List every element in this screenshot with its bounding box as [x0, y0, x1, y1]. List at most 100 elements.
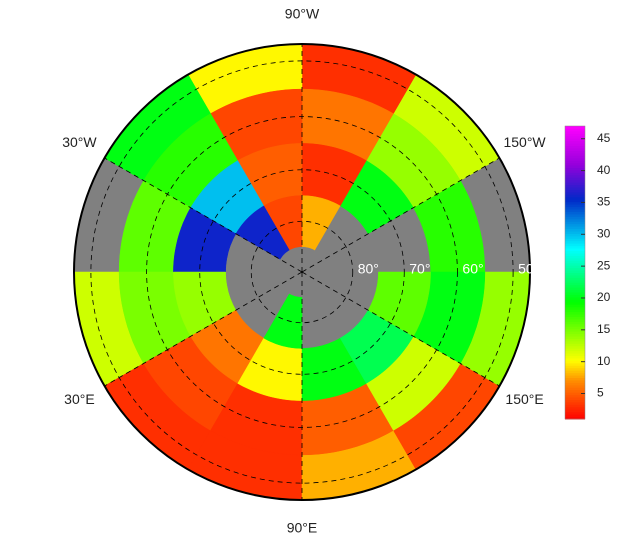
parallel-line — [250, 220, 354, 324]
colorbar-step — [565, 292, 585, 295]
colorbar-step — [565, 409, 585, 413]
colorbar-step — [565, 394, 585, 398]
colorbar-step — [565, 277, 585, 281]
parallel-label: 50° — [518, 261, 539, 277]
field-cell — [367, 271, 431, 337]
colorbar-step — [565, 367, 585, 371]
colorbar-step — [565, 177, 585, 181]
colorbar-step — [565, 187, 585, 190]
field-cell — [235, 205, 290, 260]
colorbar-step — [565, 272, 585, 276]
colorbar-step — [565, 411, 585, 415]
meridian-label: 90°W — [285, 6, 320, 22]
colorbar-step — [565, 362, 585, 366]
colorbar-step — [565, 284, 585, 288]
field-cell — [263, 293, 303, 349]
colorbar-step — [565, 211, 585, 215]
colorbar-step — [565, 384, 585, 388]
colorbar-step — [565, 267, 585, 271]
colorbar-step — [565, 323, 585, 327]
colorbar-step — [565, 165, 585, 169]
colorbar-step — [565, 314, 585, 317]
colorbar-step — [565, 147, 585, 151]
colorbar-step — [565, 326, 585, 330]
colorbar-step — [565, 172, 585, 176]
colorbar-step — [565, 130, 585, 134]
colorbar-step — [565, 301, 585, 305]
colorbar-step — [565, 375, 585, 378]
colorbar-step — [565, 282, 585, 286]
colorbar-step — [565, 235, 585, 239]
colorbar-step — [565, 135, 585, 139]
colorbar-step — [565, 372, 585, 376]
colorbar-step — [565, 392, 585, 396]
colorbar-step — [565, 233, 585, 237]
colorbar-step — [565, 218, 585, 222]
colorbar-step — [565, 145, 585, 149]
meridian-label: 90°E — [287, 520, 318, 536]
colorbar-step — [565, 382, 585, 386]
colorbar-step — [565, 294, 585, 298]
labels: 80° 70° 60° 50° 90°W 30°W 150°W 30°E 150°E 90°E — [62, 6, 546, 536]
colorbar-frame — [564, 125, 586, 420]
meridian-label: 30°W — [62, 134, 97, 150]
map-border — [73, 43, 531, 501]
colorbar-step — [565, 162, 585, 166]
colorbar-step — [565, 406, 585, 410]
colorbar-step — [565, 311, 585, 315]
colorbar-step — [565, 389, 585, 393]
parallel-label: 70° — [409, 261, 430, 277]
colorbar-step — [565, 128, 585, 132]
colorbar-step — [565, 328, 585, 332]
colorbar-tick-label: 30 — [597, 226, 611, 240]
colorbar-step — [565, 209, 585, 212]
colorbar-step — [565, 230, 585, 234]
colorbar-step — [565, 397, 585, 400]
colorbar-tick-label: 15 — [597, 322, 611, 336]
colorbar-step — [565, 340, 585, 344]
colorbar-step — [565, 279, 585, 283]
colorbar-step — [565, 245, 585, 249]
colorbar-step — [565, 399, 585, 403]
colorbar-step — [565, 150, 585, 154]
colorbar-step — [565, 226, 585, 230]
colorbar-tick-label: 20 — [597, 290, 611, 304]
colorbar-step — [565, 335, 585, 339]
colorbar-step — [565, 223, 585, 227]
colorbar-tick-label: 10 — [597, 354, 611, 368]
colorbar-step — [565, 252, 585, 256]
colorbar-step — [565, 296, 585, 300]
colorbar-step — [565, 152, 585, 156]
colorbar-step — [565, 184, 585, 188]
meridian-label: 30°E — [64, 391, 95, 407]
colorbar-tick-label: 25 — [597, 258, 611, 272]
parallel-label: 80° — [358, 261, 379, 277]
colorbar-step — [565, 204, 585, 208]
colorbar-step — [565, 248, 585, 252]
colorbar-step — [565, 333, 585, 337]
colorbar-step — [565, 348, 585, 352]
colorbar-step — [565, 289, 585, 293]
colorbar-step — [565, 250, 585, 254]
graticule — [90, 44, 514, 500]
colorbar-step — [565, 416, 585, 420]
meridian-line — [93, 271, 303, 393]
colorbar-step — [565, 331, 585, 335]
colorbar-step — [565, 414, 585, 418]
colorbar-step — [565, 155, 585, 159]
meridian-label: 150°W — [503, 134, 546, 150]
colorbar-step — [565, 206, 585, 210]
colorbar-step — [565, 304, 585, 308]
colorbar-tick-label: 40 — [597, 163, 611, 177]
colorbar-step — [565, 270, 585, 273]
colorbar-step — [565, 157, 585, 161]
colorbar-step — [565, 238, 585, 242]
colorbar-step — [565, 228, 585, 232]
colorbar-step — [565, 240, 585, 244]
colorbar-step — [565, 194, 585, 198]
colorbar-step — [565, 213, 585, 217]
colorbar-step — [565, 191, 585, 195]
colorbar-step — [565, 404, 585, 408]
colorbar-tick-label: 5 — [597, 386, 604, 400]
